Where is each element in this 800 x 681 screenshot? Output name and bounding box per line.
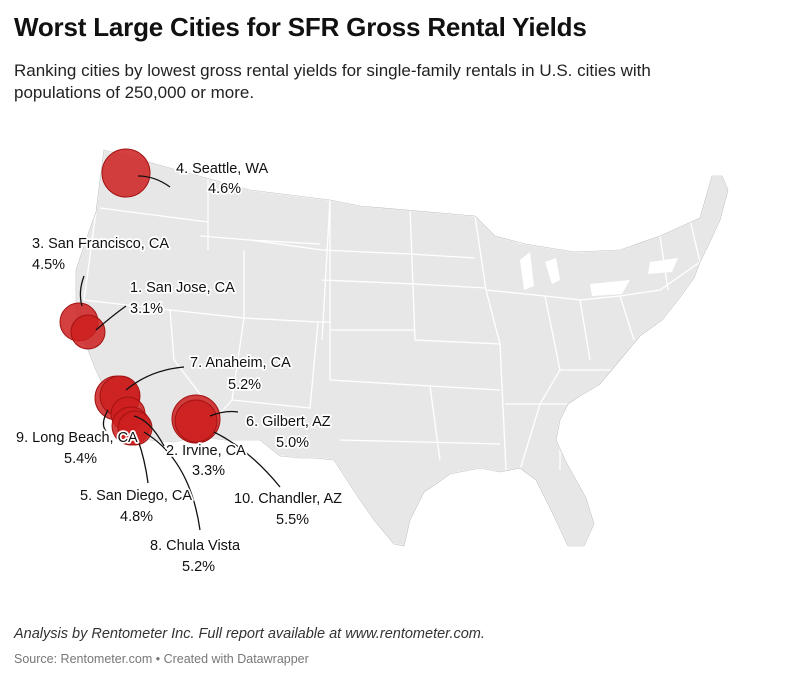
chart-subtitle: Ranking cities by lowest gross rental yi…	[14, 61, 651, 102]
label-anaheim-yield: 5.2%	[228, 377, 261, 393]
label-chula-vista-yield: 5.2%	[182, 559, 215, 575]
label-san-diego-yield: 4.8%	[120, 509, 153, 525]
label-chula-vista-name: 8. Chula Vista	[150, 538, 241, 554]
leader-lines	[79, 175, 281, 531]
chart-notes: Analysis by Rentometer Inc. Full report …	[14, 626, 485, 642]
chart-source: Source: Rentometer.com • Created with Da…	[14, 652, 309, 666]
label-anaheim-name: 7. Anaheim, CA	[190, 355, 291, 371]
label-irvine-yield: 3.3%	[192, 463, 225, 479]
label-seattle-name: 4. Seattle, WA	[176, 161, 268, 177]
label-gilbert-yield: 5.0%	[276, 435, 309, 451]
label-chandler-yield: 5.5%	[276, 512, 309, 528]
label-san-jose-name: 1. San Jose, CA	[130, 280, 235, 296]
marker-seattle	[101, 148, 151, 198]
label-san-francisco-name: 3. San Francisco, CA	[32, 236, 169, 252]
label-san-jose-yield: 3.1%	[130, 301, 163, 317]
label-gilbert-name: 6. Gilbert, AZ	[246, 414, 331, 430]
city-labels: 4. Seattle, WA 4.6% 3. San Francisco, CA…	[14, 159, 344, 577]
marker-chandler	[174, 399, 218, 443]
us-map: 4. Seattle, WA 4.6% 3. San Francisco, CA…	[14, 148, 729, 577]
great-lakes	[500, 232, 678, 296]
city-markers	[59, 148, 221, 446]
label-san-diego-name: 5. San Diego, CA	[80, 488, 192, 504]
label-seattle-yield: 4.6%	[208, 181, 241, 197]
label-chandler-name: 10. Chandler, AZ	[234, 491, 342, 507]
label-san-francisco-yield: 4.5%	[32, 257, 65, 273]
chart-title: Worst Large Cities for SFR Gross Rental …	[14, 12, 587, 42]
label-long-beach-name: 9. Long Beach, CA	[16, 430, 138, 446]
marker-san-jose	[70, 314, 106, 350]
label-irvine-name: 2. Irvine, CA	[166, 443, 246, 459]
label-long-beach-yield: 5.4%	[64, 451, 97, 467]
